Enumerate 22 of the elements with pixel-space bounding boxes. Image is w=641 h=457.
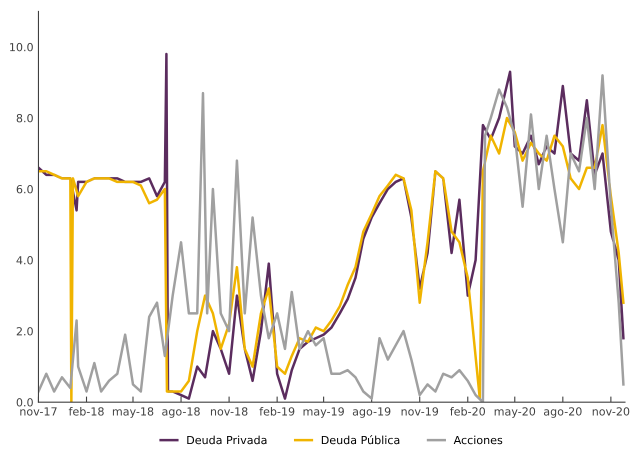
x-tick-label: nov-18 xyxy=(210,407,248,416)
x-tick-label: feb-18 xyxy=(68,407,104,416)
x-tick-label: nov-20 xyxy=(592,407,630,416)
x-tick-label: ago-20 xyxy=(544,407,582,418)
y-tick-label: 2.0 xyxy=(16,327,33,336)
legend-label: Acciones xyxy=(454,436,502,444)
x-tick-label: nov-17 xyxy=(20,407,57,416)
legend-label: Deuda Privada xyxy=(187,436,266,444)
x-tick-label: ago-19 xyxy=(352,407,390,418)
x-tick-label: feb-19 xyxy=(259,407,294,416)
x-tick-label: nov-19 xyxy=(402,407,438,416)
x-tick-label: ago-18 xyxy=(162,407,200,418)
x-tick-label: may-20 xyxy=(494,407,536,418)
x-tick-label: may-19 xyxy=(304,407,344,418)
y-tick-label: 0.0 xyxy=(16,398,33,407)
x-tick-label: may-18 xyxy=(112,407,154,418)
y-tick-label: 8.0 xyxy=(16,114,33,122)
x-tick-label: feb-20 xyxy=(450,407,486,416)
y-tick-label: 4.0 xyxy=(16,256,33,264)
legend-label: Deuda Pública xyxy=(322,435,400,444)
y-tick-label: 6.0 xyxy=(16,185,33,194)
y-tick-label: 10.0 xyxy=(10,42,33,52)
